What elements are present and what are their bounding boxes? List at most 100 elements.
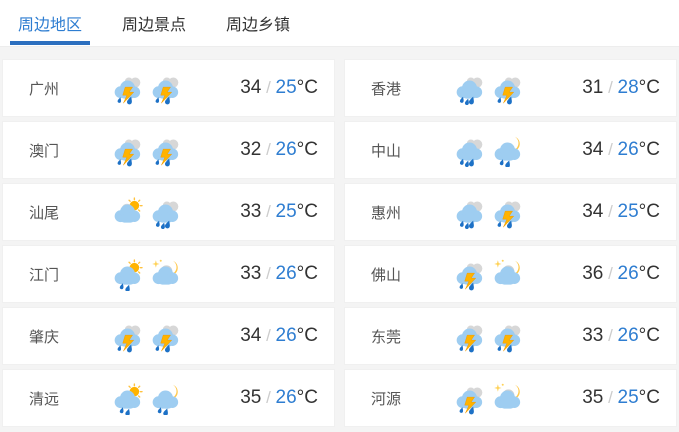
thunderstorm-icon	[114, 77, 141, 104]
temp-unit: °C	[296, 387, 318, 408]
city-name: 肇庆	[29, 328, 60, 346]
high-temp: 35	[240, 387, 262, 408]
temp-unit: °C	[296, 139, 318, 160]
temp-separator: /	[261, 326, 276, 345]
thunderstorm-icon	[456, 325, 483, 352]
temp-separator: /	[603, 202, 618, 221]
city-name: 东莞	[371, 328, 402, 346]
temp-separator: /	[603, 140, 618, 159]
high-temp: 33	[240, 263, 262, 284]
city-weather-cell[interactable]: 澳门 32 / 26°C	[2, 121, 335, 179]
temp-unit: °C	[638, 77, 660, 98]
temperature: 34 / 25°C	[240, 77, 334, 99]
thunderstorm-icon	[152, 139, 179, 166]
city-name: 中山	[371, 142, 402, 160]
low-temp: 26	[275, 387, 297, 408]
low-temp: 26	[275, 139, 297, 160]
city-name: 惠州	[371, 204, 402, 222]
city-name: 佛山	[371, 266, 402, 284]
partly-cloudy-day-icon	[114, 196, 143, 223]
temp-unit: °C	[638, 325, 660, 346]
temp-separator: /	[603, 388, 618, 407]
temperature: 33 / 25°C	[240, 201, 334, 223]
temp-separator: /	[603, 326, 618, 345]
rain-icon	[456, 139, 483, 167]
cloudy-night-icon	[494, 383, 521, 409]
city-name: 澳门	[29, 142, 60, 160]
city-name: 河源	[371, 390, 402, 408]
weather-icons	[111, 382, 182, 415]
high-temp: 33	[240, 201, 262, 222]
temp-separator: /	[261, 202, 276, 221]
temp-unit: °C	[638, 263, 660, 284]
tab-surrounding-areas[interactable]: 周边地区	[10, 0, 91, 46]
low-temp: 26	[275, 263, 297, 284]
tab-label: 周边地区	[18, 17, 83, 34]
temperature: 35 / 25°C	[582, 387, 676, 409]
city-weather-cell[interactable]: 河源 35 / 25°C	[344, 369, 677, 427]
temp-unit: °C	[296, 263, 318, 284]
temperature: 33 / 26°C	[582, 325, 676, 347]
temperature: 34 / 25°C	[582, 201, 676, 223]
thunderstorm-icon	[456, 263, 483, 290]
weather-icons	[111, 320, 182, 353]
thunderstorm-icon	[152, 77, 179, 104]
low-temp: 25	[617, 201, 639, 222]
low-temp: 28	[617, 77, 639, 98]
shower-day-icon	[114, 382, 143, 415]
thunderstorm-icon	[114, 139, 141, 166]
high-temp: 34	[582, 201, 604, 222]
high-temp: 34	[240, 325, 262, 346]
temp-separator: /	[261, 264, 276, 283]
shower-day-icon	[114, 258, 143, 291]
temp-separator: /	[603, 264, 618, 283]
city-weather-cell[interactable]: 东莞 33 / 26°C	[344, 307, 677, 365]
city-weather-cell[interactable]: 佛山 36 / 26°C	[344, 245, 677, 303]
temperature: 32 / 26°C	[240, 139, 334, 161]
high-temp: 36	[582, 263, 604, 284]
temp-unit: °C	[296, 325, 318, 346]
city-name: 江门	[29, 266, 60, 284]
city-weather-cell[interactable]: 汕尾 33 / 25°C	[2, 183, 335, 241]
city-name: 汕尾	[29, 204, 60, 222]
low-temp: 25	[275, 201, 297, 222]
low-temp: 26	[617, 325, 639, 346]
tab-surrounding-townships[interactable]: 周边乡镇	[218, 0, 298, 46]
temp-separator: /	[603, 78, 618, 97]
temperature: 31 / 28°C	[582, 77, 676, 99]
rain-icon	[152, 201, 179, 229]
weather-icons	[453, 196, 524, 229]
thunderstorm-icon	[456, 387, 483, 414]
low-temp: 26	[617, 263, 639, 284]
temperature: 36 / 26°C	[582, 263, 676, 285]
city-name: 清远	[29, 390, 60, 408]
weather-grid: 广州 34 / 25°C 香港 31 / 28°C 澳门 32 / 26°C 中山 34 / …	[2, 59, 677, 427]
tab-surrounding-attractions[interactable]: 周边景点	[114, 0, 194, 46]
city-weather-cell[interactable]: 中山 34 / 26°C	[344, 121, 677, 179]
city-weather-cell[interactable]: 香港 31 / 28°C	[344, 59, 677, 117]
weather-icons	[111, 196, 182, 229]
thunderstorm-icon	[114, 325, 141, 352]
weather-icons	[453, 134, 524, 167]
tab-label: 周边乡镇	[226, 17, 291, 34]
temperature: 35 / 26°C	[240, 387, 334, 409]
shower-night-icon	[152, 384, 179, 415]
city-weather-cell[interactable]: 江门 33 / 26°C	[2, 245, 335, 303]
temp-unit: °C	[638, 387, 660, 408]
high-temp: 33	[582, 325, 604, 346]
thunderstorm-icon	[494, 77, 521, 104]
city-weather-cell[interactable]: 清远 35 / 26°C	[2, 369, 335, 427]
high-temp: 32	[240, 139, 262, 160]
temperature: 34 / 26°C	[582, 139, 676, 161]
high-temp: 31	[582, 77, 604, 98]
low-temp: 25	[275, 77, 297, 98]
tabbar: 周边地区 周边景点 周边乡镇	[0, 0, 679, 47]
weather-icons	[111, 134, 182, 167]
city-weather-cell[interactable]: 惠州 34 / 25°C	[344, 183, 677, 241]
city-weather-cell[interactable]: 肇庆 34 / 26°C	[2, 307, 335, 365]
tab-label: 周边景点	[122, 17, 187, 34]
city-weather-cell[interactable]: 广州 34 / 25°C	[2, 59, 335, 117]
weather-icons	[453, 258, 524, 291]
weather-icons	[453, 382, 524, 415]
high-temp: 35	[582, 387, 604, 408]
